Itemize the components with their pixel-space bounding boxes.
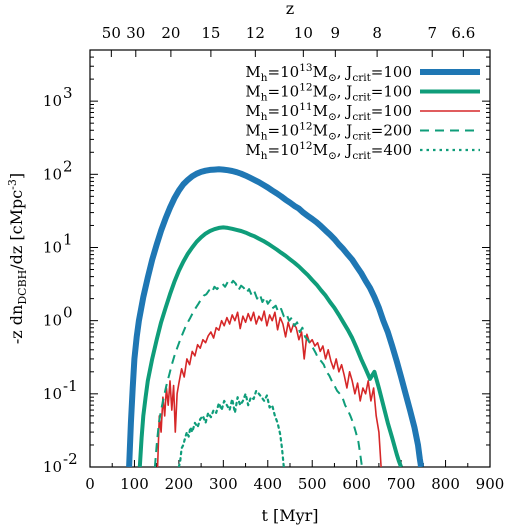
y-title-text: ] [7, 173, 26, 179]
y-tick-label: 10 [43, 312, 62, 330]
series-line-5 [177, 389, 285, 467]
y-tick-exponent: -2 [63, 450, 78, 468]
z-tick-label: 30 [126, 24, 145, 42]
y-tick-exponent: 1 [63, 230, 73, 248]
x-axis-title: t [Myr] [261, 506, 318, 525]
x-tick-label: 0 [85, 475, 95, 493]
x-tick-label: 200 [165, 475, 194, 493]
series-line-3 [156, 310, 382, 467]
x-tick-label: 500 [298, 475, 327, 493]
z-tick-label: 12 [246, 24, 265, 42]
legend-label: Mh=1013M⊙, Jcrit=100 [245, 62, 412, 84]
x-tick-label: 800 [431, 475, 460, 493]
x-tick-label: 100 [120, 475, 149, 493]
x-tick-label: 700 [387, 475, 416, 493]
z-tick-label: 8 [372, 24, 382, 42]
y-title-text: -z dn [7, 305, 26, 344]
legend-entry: Mh=1012M⊙, Jcrit=400 [245, 140, 480, 162]
y-tick-label: 10 [43, 385, 62, 403]
legend-entry: Mh=1012M⊙, Jcrit=100 [245, 82, 480, 104]
legend-label: Mh=1012M⊙, Jcrit=200 [245, 121, 412, 143]
z-tick-label: 20 [161, 24, 180, 42]
z-tick-label: 7 [427, 24, 437, 42]
legend-entry: Mh=1012M⊙, Jcrit=200 [245, 121, 480, 143]
z-tick-label: 15 [201, 24, 220, 42]
legend-label: Mh=1012M⊙, Jcrit=400 [245, 140, 412, 162]
legend-label: Mh=1012M⊙, Jcrit=100 [245, 82, 412, 104]
y-title-text: /dz [cMpc [7, 190, 26, 270]
y-title-sub: DCBH [16, 270, 29, 305]
z-tick-label: 9 [331, 24, 341, 42]
legend-entry: Mh=1013M⊙, Jcrit=100 [245, 62, 480, 84]
y-tick-exponent: -1 [63, 377, 78, 395]
series-line-1 [126, 166, 425, 467]
x-tick-label: 400 [253, 475, 282, 493]
series-layer [126, 166, 425, 467]
y-tick-label: 10 [43, 92, 62, 110]
z-tick-label: 50 [102, 24, 121, 42]
top-axis-title: z [286, 0, 294, 18]
y-axis-title: -z dnDCBH/dz [cMpc-3] [6, 173, 29, 344]
z-tick-label: 10 [294, 24, 313, 42]
legend-label: Mh=1011M⊙, Jcrit=100 [245, 101, 412, 123]
series-line-2 [137, 225, 403, 467]
y-tick-exponent: 2 [63, 157, 73, 175]
x-tick-label: 300 [209, 475, 238, 493]
x-tick-label: 600 [342, 475, 371, 493]
legend-entry: Mh=1011M⊙, Jcrit=100 [245, 101, 480, 123]
y-tick-exponent: 3 [63, 84, 73, 102]
z-tick-label: 6.6 [451, 24, 475, 42]
y-tick-label: 10 [43, 238, 62, 256]
axis-ticks [89, 49, 491, 468]
y-tick-exponent: 0 [63, 304, 73, 322]
series-line-4 [153, 279, 363, 467]
y-title-sup: -3 [6, 179, 19, 190]
x-tick-label: 900 [476, 475, 505, 493]
y-tick-label: 10 [43, 458, 62, 476]
y-tick-label: 10 [43, 165, 62, 183]
